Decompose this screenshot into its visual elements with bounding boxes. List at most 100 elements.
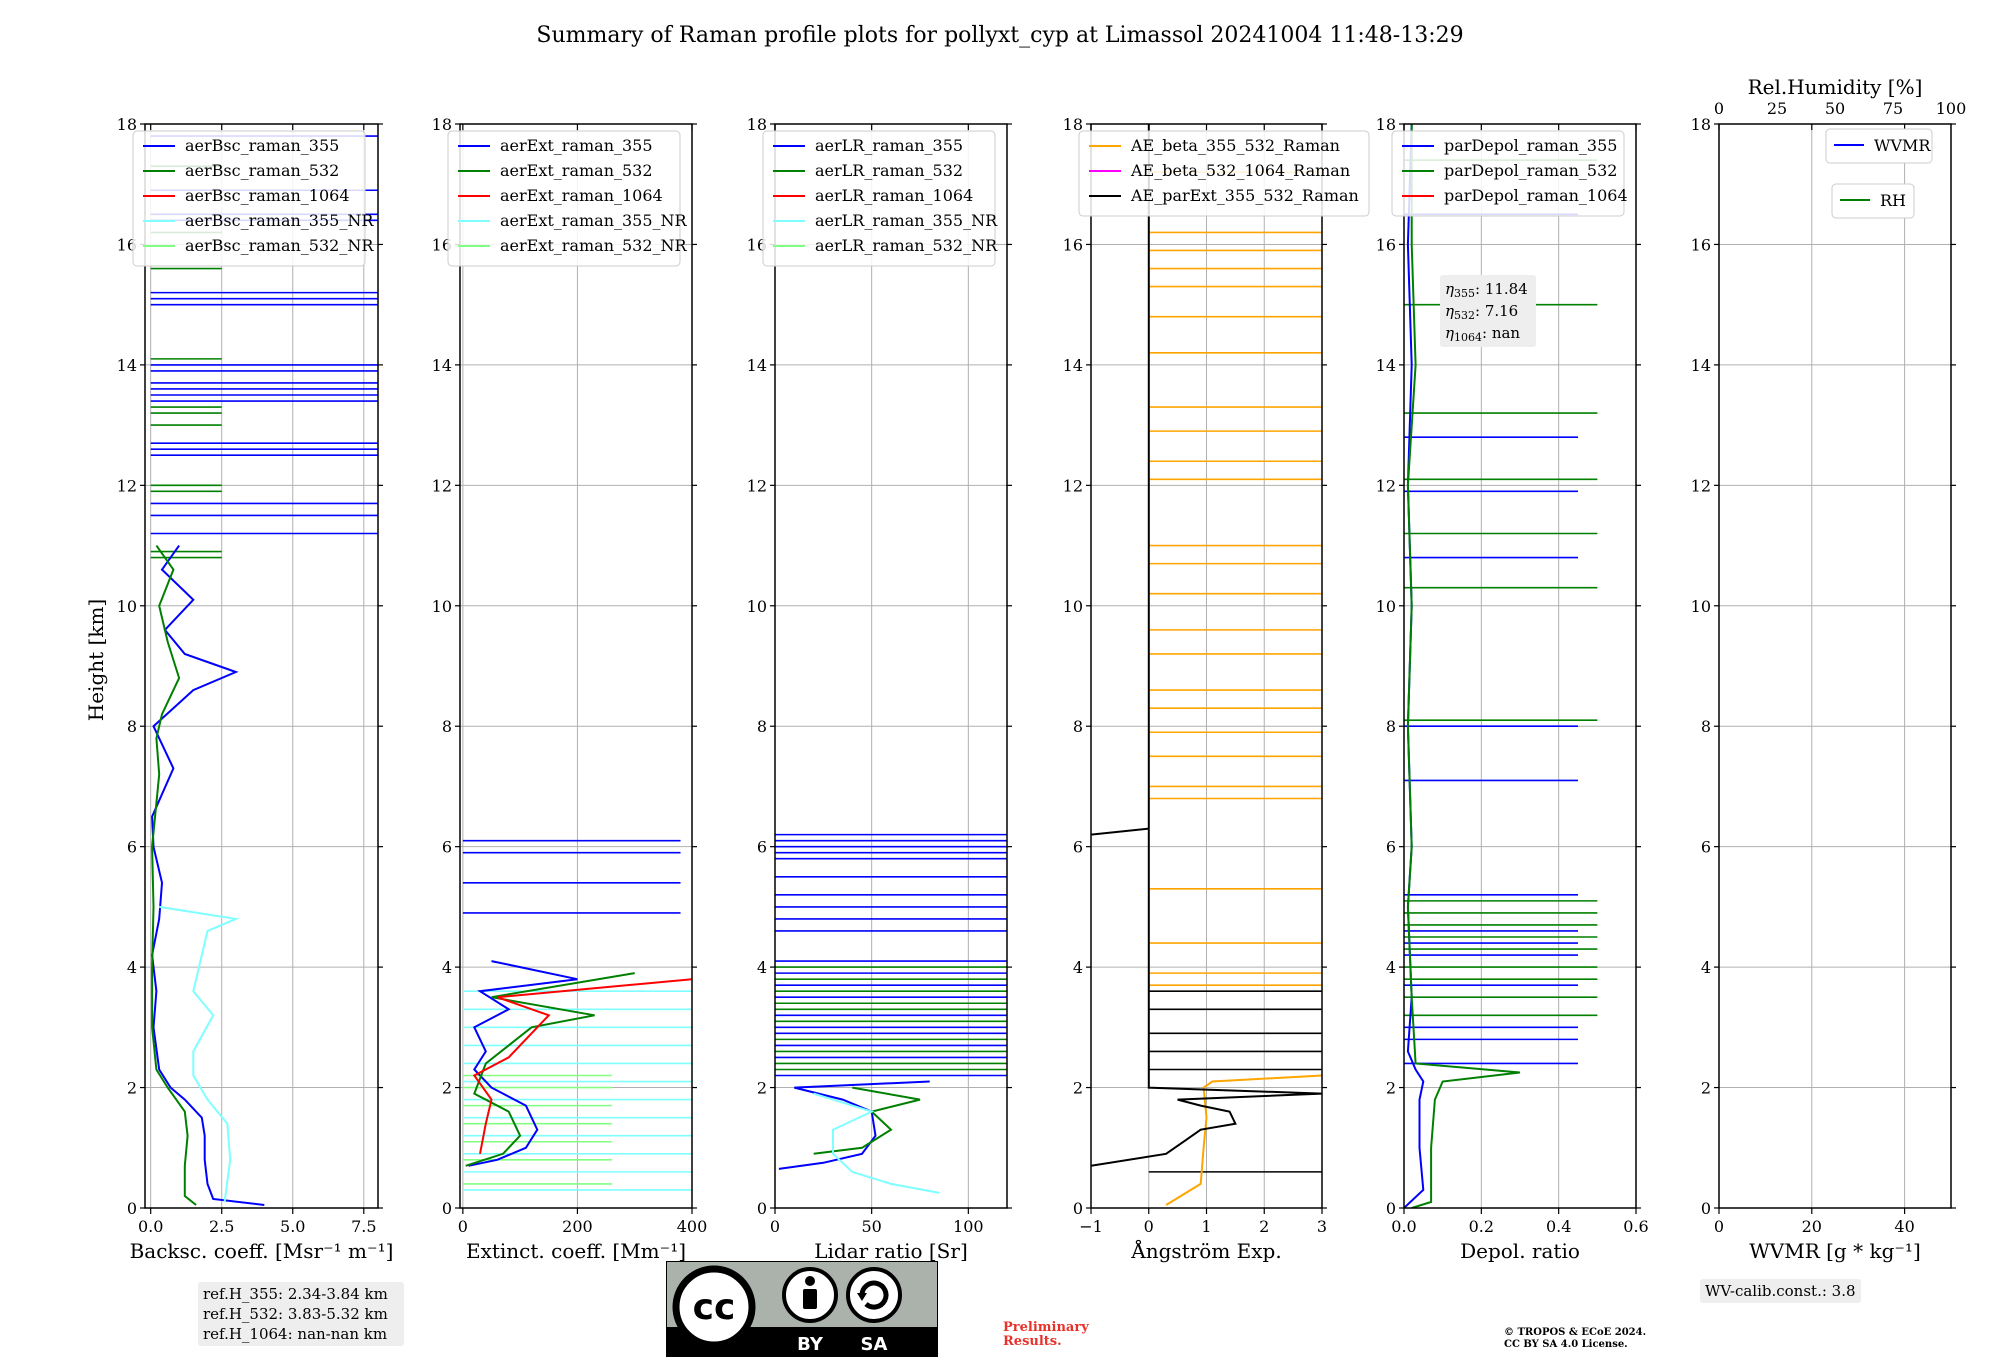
- x-tick-label: 2: [1259, 1217, 1269, 1236]
- legend-label: parDepol_raman_532: [1444, 161, 1617, 180]
- y-tick-label: 4: [442, 958, 452, 977]
- y-tick-label: 18: [747, 115, 767, 134]
- preliminary-line-2: Results.: [1003, 1334, 1062, 1349]
- series-aerExt_raman_1064: [472, 978, 692, 1154]
- axes-frame: [459, 123, 693, 1209]
- reference-heights-box: ref.H_355: 2.34-3.84 km ref.H_532: 3.83-…: [198, 1282, 404, 1346]
- panel-6: 0 20 40 0 2 4 6 8 10 12 14 16 18 WVMR [g * kg⁻¹] 0 25 50…: [1691, 75, 1967, 1263]
- x-tick-label: 50: [861, 1217, 881, 1236]
- x-tick-label: 400: [677, 1217, 708, 1236]
- top-tick-label: 100: [1936, 99, 1967, 118]
- y-tick-label: 12: [432, 476, 452, 495]
- cc-text: cc: [693, 1287, 736, 1328]
- top-tick-label: 50: [1825, 99, 1845, 118]
- series-aerLR_raman_355: [778, 1080, 930, 1170]
- y-tick-label: 16: [1376, 235, 1396, 254]
- y-tick-label: 12: [747, 476, 767, 495]
- legend-label: RH: [1880, 191, 1906, 210]
- eta-355: η355: 11.84: [1445, 280, 1528, 300]
- y-tick-label: 10: [432, 597, 452, 616]
- y-tick-label: 12: [1376, 476, 1396, 495]
- top-tick-label: 0: [1714, 99, 1724, 118]
- x-tick-label: 1: [1201, 1217, 1211, 1236]
- y-tick-label: 12: [1691, 476, 1711, 495]
- y-tick-label: 4: [757, 958, 767, 977]
- x-axis-label: Backsc. coeff. [Msr⁻¹ m⁻¹]: [130, 1239, 394, 1263]
- y-tick-label: 12: [1063, 476, 1083, 495]
- y-tick-label: 14: [432, 356, 452, 375]
- series-AE_parExt_355_532_Raman: [1091, 124, 1322, 1167]
- legend-label: parDepol_raman_355: [1444, 136, 1617, 155]
- sa-label: SA: [861, 1334, 888, 1355]
- y-tick-label: 0: [1073, 1199, 1083, 1218]
- series-aerBsc_raman_355_NR: [159, 905, 240, 1203]
- y-tick-label: 6: [442, 838, 452, 857]
- legend-box: [762, 130, 996, 267]
- legend-label: aerExt_raman_1064: [500, 186, 663, 205]
- legend-label: aerBsc_raman_532: [185, 161, 339, 180]
- legend-label: aerExt_raman_532: [500, 161, 653, 180]
- y-tick-label: 8: [1073, 717, 1083, 736]
- y-tick-label: 18: [432, 115, 452, 134]
- legend-box: [1391, 130, 1625, 217]
- x-tick-label: 0: [770, 1217, 780, 1236]
- data-layer: [462, 839, 692, 1191]
- legend-box-wvmr: [1825, 128, 1933, 164]
- legend-label: aerLR_raman_532: [815, 161, 963, 180]
- legend-label: aerLR_raman_355: [815, 136, 963, 155]
- data-layer: [150, 135, 378, 1206]
- series-aerExt_raman_355: [468, 960, 578, 1167]
- x-axis-label: Lidar ratio [Sr]: [814, 1239, 968, 1263]
- y-tick-label: 10: [1063, 597, 1083, 616]
- eta-532: η532: 7.16: [1445, 302, 1518, 322]
- eta-annotation-box: [1440, 275, 1536, 347]
- x-tick-label: 0.4: [1546, 1217, 1571, 1236]
- y-tick-label: 4: [1073, 958, 1083, 977]
- y-tick-label: 6: [1386, 838, 1396, 857]
- y-axis-label: Height [km]: [84, 599, 108, 721]
- y-tick-label: 10: [747, 597, 767, 616]
- legend-label: aerLR_raman_532_NR: [815, 236, 998, 255]
- copyright-line-2: CC BY SA 4.0 License.: [1504, 1339, 1628, 1350]
- y-tick-label: 4: [1701, 958, 1711, 977]
- x-tick-label: 0.0: [1391, 1217, 1416, 1236]
- legend-label: aerLR_raman_355_NR: [815, 211, 998, 230]
- y-tick-label: 8: [1701, 717, 1711, 736]
- by-label: BY: [797, 1334, 824, 1355]
- x-tick-label: 0.2: [1469, 1217, 1494, 1236]
- legend-label: WVMR: [1874, 136, 1931, 155]
- series-aerLR_raman_532: [813, 1086, 921, 1155]
- y-tick-label: 2: [1701, 1079, 1711, 1098]
- legend-label: AE_beta_532_1064_Raman: [1130, 161, 1350, 180]
- eta-1064: η1064: nan: [1445, 324, 1520, 344]
- y-tick-label: 14: [1376, 356, 1396, 375]
- legend-label: aerExt_raman_355_NR: [500, 211, 688, 230]
- ref-height-532: ref.H_532: 3.83-5.32 km: [203, 1305, 388, 1323]
- legend-label: AE_beta_355_532_Raman: [1130, 136, 1340, 155]
- axes-frame: [1403, 123, 1637, 1209]
- legend-label: aerBsc_raman_532_NR: [185, 236, 374, 255]
- y-tick-label: 4: [127, 958, 137, 977]
- x-tick-label: 0: [458, 1217, 468, 1236]
- y-tick-label: 10: [117, 597, 137, 616]
- top-axis-label: Rel.Humidity [%]: [1748, 75, 1923, 99]
- x-tick-label: 20: [1802, 1217, 1822, 1236]
- wv-calibration-text: WV-calib.const.: 3.8: [1705, 1282, 1856, 1300]
- y-tick-label: 8: [442, 717, 452, 736]
- ref-height-355: ref.H_355: 2.34-3.84 km: [203, 1285, 388, 1303]
- y-tick-label: 8: [757, 717, 767, 736]
- legend-box: [132, 130, 366, 267]
- series-AE_beta_355_532_Raman: [1165, 1074, 1322, 1206]
- y-tick-label: 4: [1386, 958, 1396, 977]
- y-tick-label: 12: [117, 476, 137, 495]
- x-axis-label: Depol. ratio: [1460, 1239, 1580, 1263]
- top-tick-label: 75: [1883, 99, 1903, 118]
- axes-frame: [774, 123, 1008, 1209]
- legend-label: AE_parExt_355_532_Raman: [1130, 186, 1359, 205]
- legend-label: aerExt_raman_355: [500, 136, 653, 155]
- y-tick-label: 2: [442, 1079, 452, 1098]
- figure-title: Summary of Raman profile plots for polly…: [536, 23, 1463, 48]
- panel-2: 0 200 400 0 2 4 6 8 10 12 14 16 18 Extinct. coeff. [M…: [432, 115, 708, 1263]
- preliminary-note: Preliminary Results.: [1003, 1321, 1089, 1349]
